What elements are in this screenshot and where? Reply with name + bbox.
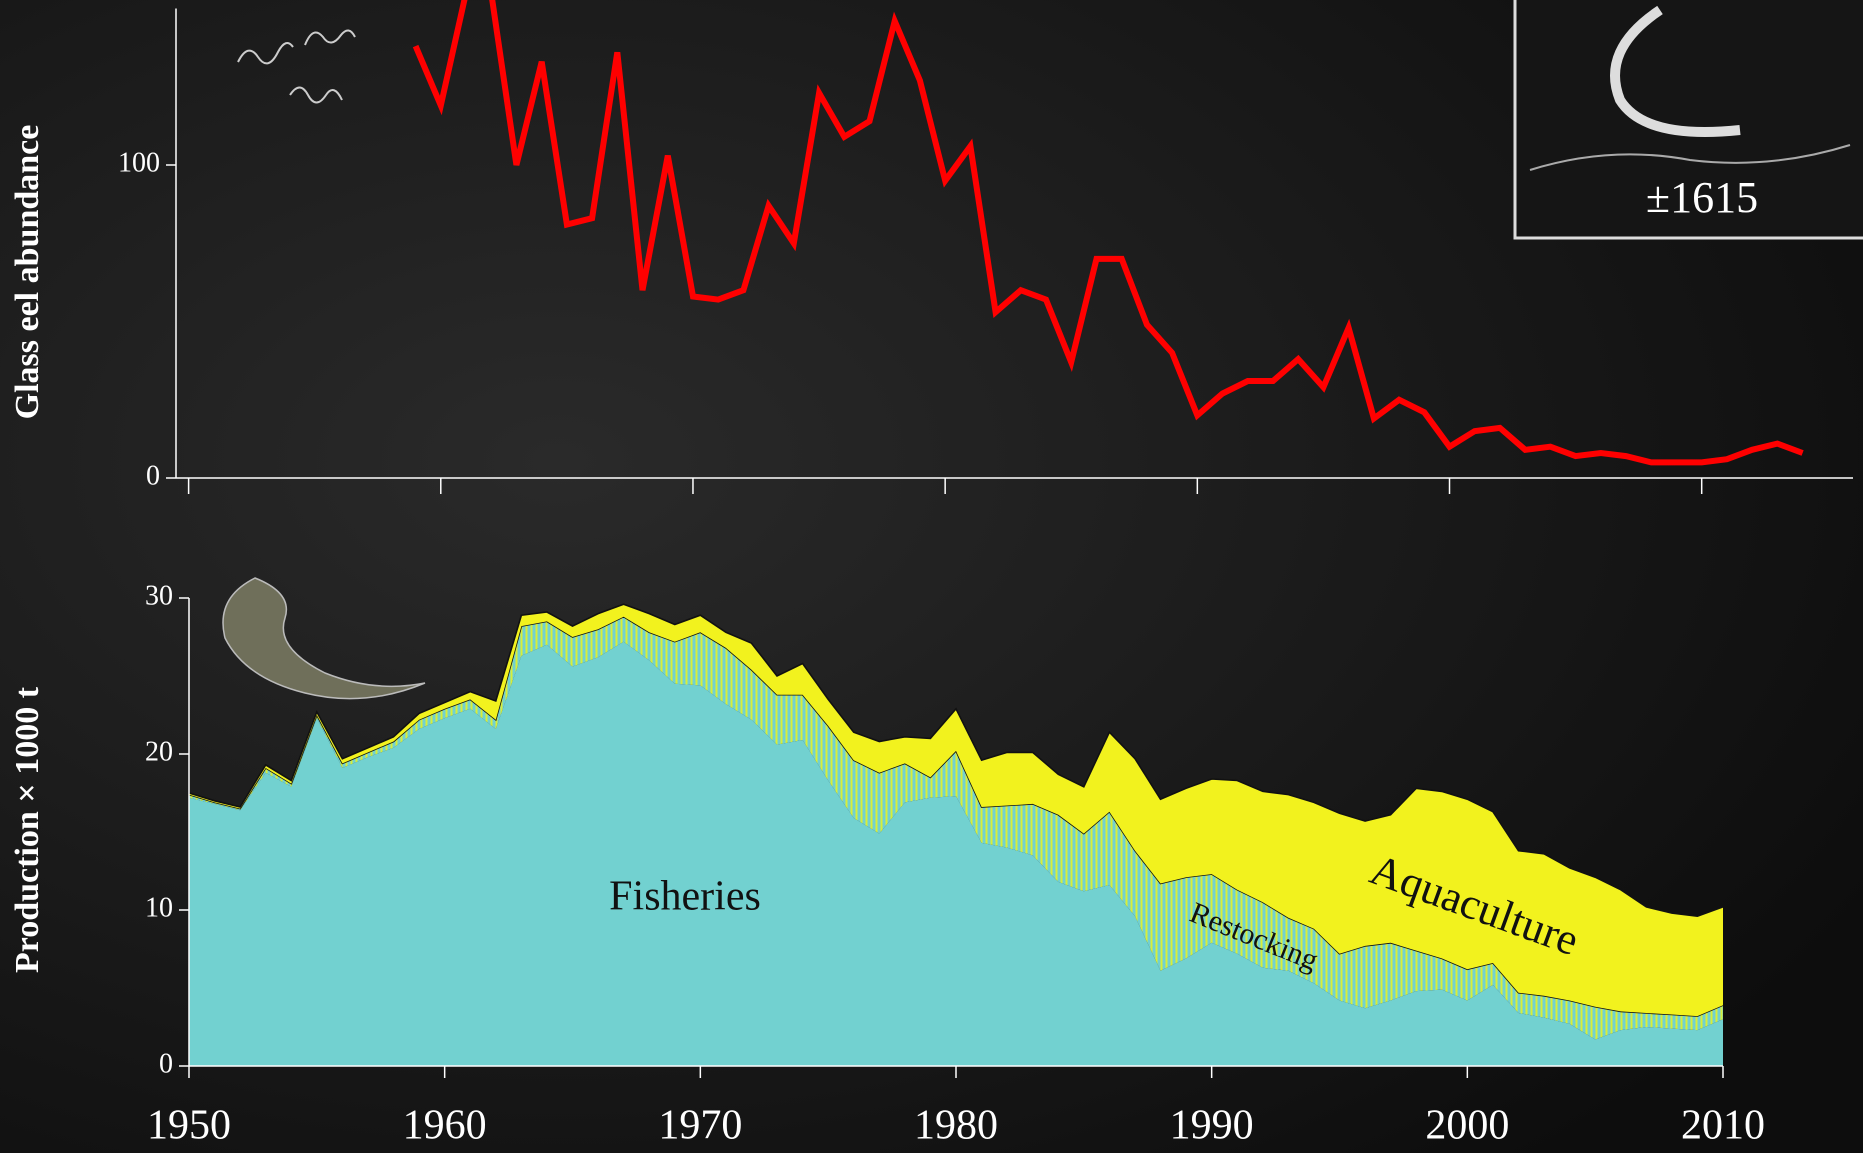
y-tick-label: 30	[145, 580, 173, 611]
y-tick-label: 100	[118, 147, 160, 178]
x-tick-label: 1970	[658, 1103, 742, 1149]
x-tick-label: 1980	[914, 1103, 998, 1149]
x-tick-label: 1990	[1170, 1103, 1254, 1149]
x-tick-label: 2010	[1681, 1103, 1765, 1149]
y-tick-label: 20	[145, 736, 173, 767]
chart: Glass eel abundance Production × 1000 t …	[0, 0, 1863, 1153]
y-tick-label: 0	[146, 460, 160, 491]
y-tick-label: 10	[145, 892, 173, 923]
y-axis-title: Production × 1000 t	[9, 686, 46, 973]
inset-picture: ±1615	[1515, 0, 1863, 238]
x-tick-label: 1950	[147, 1103, 231, 1149]
inset-label: ±1615	[1646, 173, 1758, 222]
x-tick-label: 2000	[1425, 1103, 1509, 1149]
y-tick-label: 0	[159, 1048, 173, 1079]
y-axis-title: Glass eel abundance	[9, 125, 46, 420]
series-label: Fisheries	[609, 874, 761, 920]
page: {"chart_data": [ {"type": "line", "y_lab…	[0, 0, 1863, 1153]
x-tick-label: 1960	[403, 1103, 487, 1149]
